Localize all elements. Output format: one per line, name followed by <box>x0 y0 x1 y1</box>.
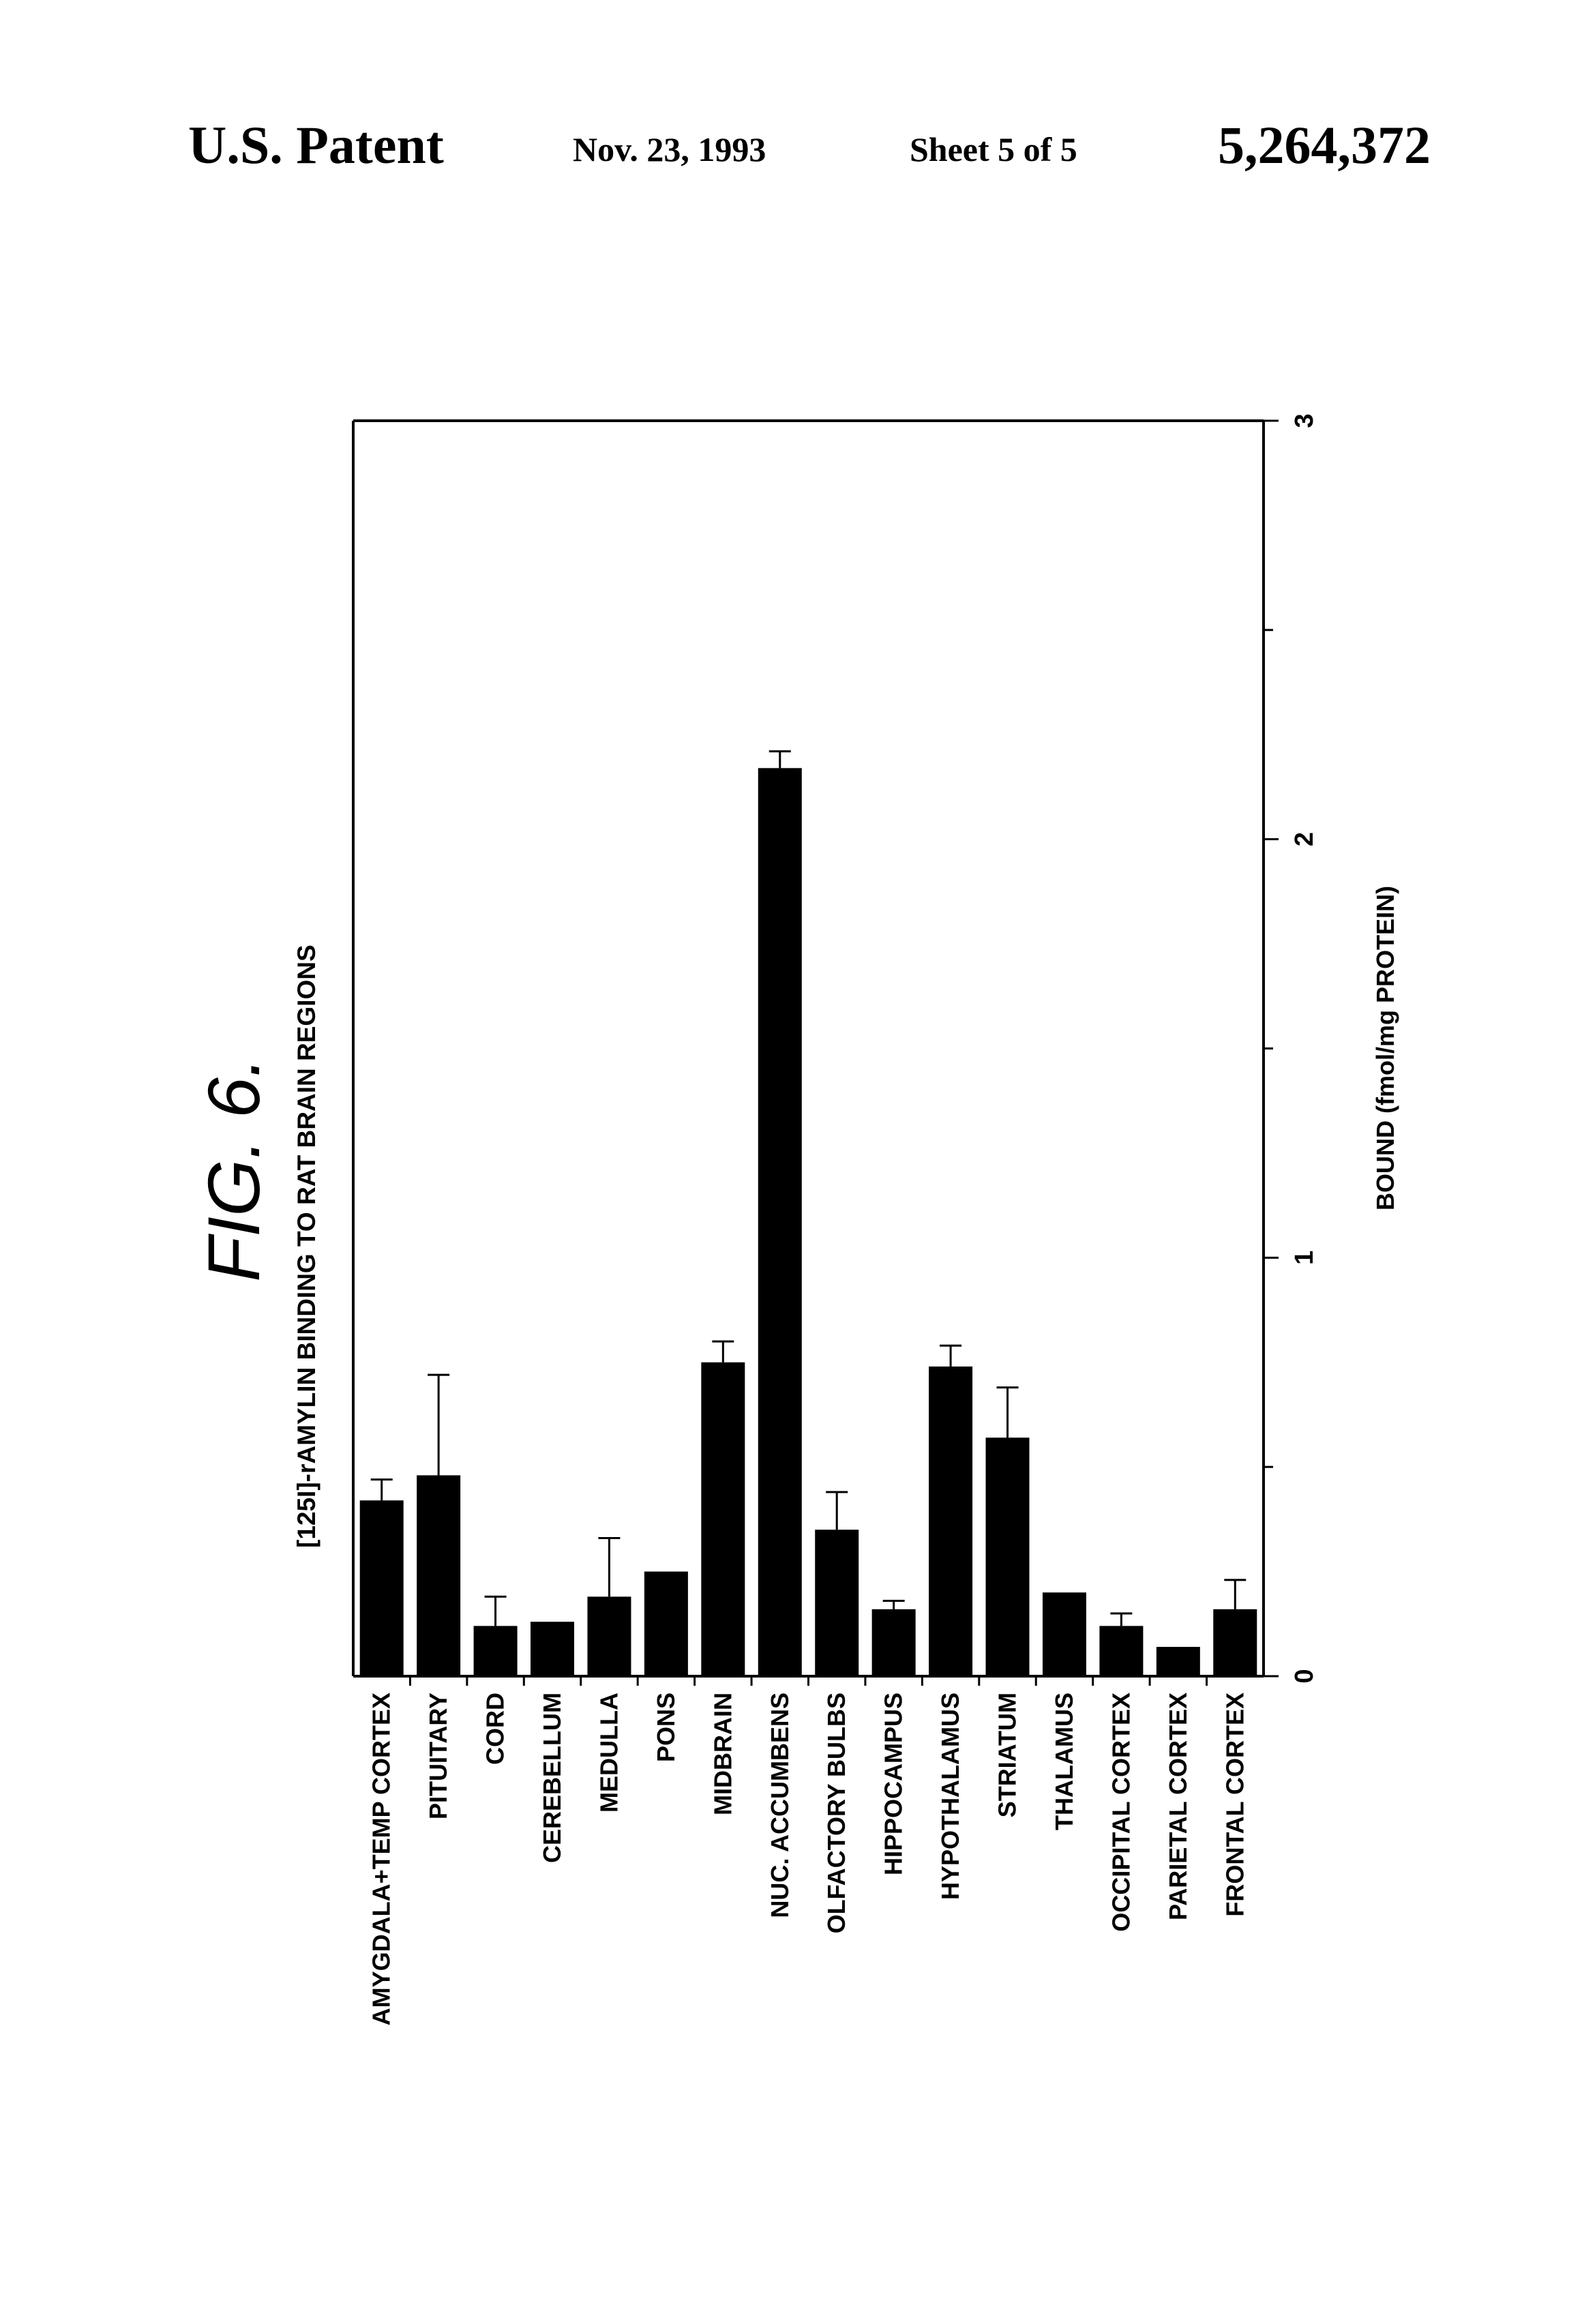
bar-4 <box>531 1622 575 1676</box>
bar-3 <box>473 1626 518 1676</box>
bar-series <box>359 750 1257 1676</box>
tick-label-1: 1 <box>1290 1251 1319 1265</box>
patent-number: 5,264,372 <box>1218 115 1431 175</box>
value-axis-label: BOUND (fmol/mg PROTEIN) <box>1371 886 1399 1210</box>
category-label-3: CORD <box>481 1693 509 1765</box>
tick-label-2: 2 <box>1290 832 1319 846</box>
sheet-number: Sheet 5 of 5 <box>910 130 1077 168</box>
bar-15 <box>1156 1647 1200 1676</box>
category-label-2: PITUITARY <box>424 1693 452 1819</box>
bar-8 <box>758 768 802 1676</box>
category-label-11: HYPOTHALAMUS <box>936 1693 964 1900</box>
category-label-5: MEDULLA <box>595 1693 623 1813</box>
tick-label-3: 3 <box>1290 413 1319 428</box>
category-label-7: MIDBRAIN <box>708 1693 736 1815</box>
bar-1 <box>359 1500 404 1676</box>
category-label-6: PONS <box>652 1693 680 1762</box>
category-label-4: CEREBELLUM <box>538 1693 566 1863</box>
category-label-15: PARIETAL CORTEX <box>1164 1693 1192 1920</box>
chart-title: [125I]-rAMYLIN BINDING TO RAT BRAIN REGI… <box>293 944 320 1548</box>
patent-date: Nov. 23, 1993 <box>573 130 766 168</box>
bar-9 <box>815 1530 859 1676</box>
bar-16 <box>1213 1609 1257 1676</box>
bar-7 <box>701 1362 745 1676</box>
bar-14 <box>1099 1626 1144 1676</box>
category-label-12: STRIATUM <box>994 1693 1021 1817</box>
value-axis: 0 1 2 3 <box>1264 413 1319 1684</box>
category-label-14: OCCIPITAL CORTEX <box>1107 1693 1135 1932</box>
plot-frame <box>352 419 1265 1678</box>
bar-2 <box>417 1475 461 1676</box>
category-label-13: THALAMUS <box>1050 1693 1078 1830</box>
category-label-8: NUC. ACCUMBENS <box>766 1693 794 1918</box>
bar-13 <box>1042 1592 1086 1676</box>
bar-12 <box>985 1437 1030 1676</box>
category-labels: AMYGDALA+TEMP CORTEX PITUITARY CORD CEREBEL… <box>368 1676 1249 2025</box>
bar-6 <box>644 1571 688 1676</box>
patent-label: U.S. Patent <box>188 115 444 175</box>
category-label-9: OLFACTORY BULBS <box>822 1693 850 1933</box>
bar-11 <box>929 1366 973 1676</box>
tick-label-0: 0 <box>1290 1669 1319 1683</box>
category-label-16: FRONTAL CORTEX <box>1221 1693 1249 1917</box>
figure-label: FIG. 6. <box>192 1057 275 1282</box>
category-label-1: AMYGDALA+TEMP CORTEX <box>368 1693 395 2025</box>
bar-5 <box>587 1596 631 1676</box>
bar-10 <box>871 1609 916 1676</box>
category-label-10: HIPPOCAMPUS <box>880 1693 908 1875</box>
